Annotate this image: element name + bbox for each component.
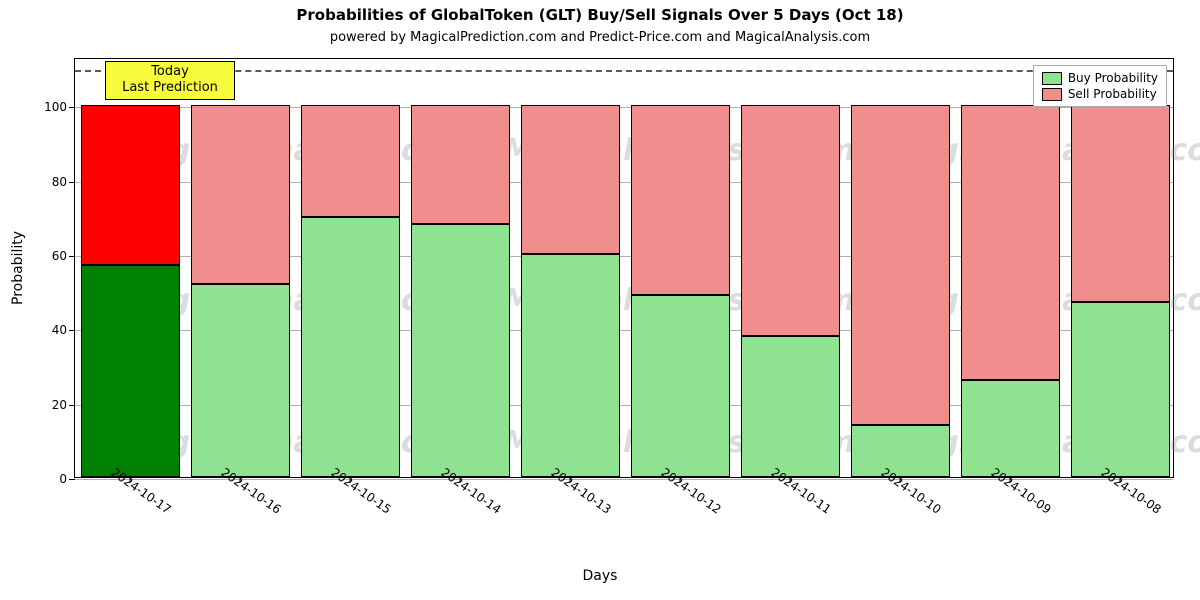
buy-bar [521,254,620,477]
y-axis-label: Probability [10,231,26,305]
buy-bar [191,284,290,477]
buy-bar [81,265,180,477]
bar-group [851,57,950,477]
sell-bar [411,105,510,224]
sell-bar [191,105,290,283]
chart-title: Probabilities of GlobalToken (GLT) Buy/S… [0,6,1200,24]
bar-group [961,57,1060,477]
today-annotation: TodayLast Prediction [105,61,235,100]
ytick-label: 40 [52,323,75,337]
buy-bar [741,336,840,477]
sell-bar [961,105,1060,380]
x-axis-label: Days [0,568,1200,584]
buy-bar [411,224,510,477]
ytick-label: 100 [44,100,75,114]
annotation-line: Last Prediction [114,80,226,96]
bar-group [301,57,400,477]
legend-swatch [1042,88,1062,101]
chart-subtitle: powered by MagicalPrediction.com and Pre… [0,30,1200,45]
legend-swatch [1042,72,1062,85]
ytick-label: 80 [52,175,75,189]
bars-layer [75,59,1173,477]
bar-group [741,57,840,477]
annotation-line: Today [114,64,226,80]
legend: Buy Probability Sell Probability [1033,65,1167,107]
sell-bar [521,105,620,254]
ytick-label: 60 [52,249,75,263]
sell-bar [741,105,840,335]
legend-item: Buy Probability [1042,70,1158,86]
legend-label: Sell Probability [1068,87,1157,101]
sell-bar [1071,105,1170,302]
buy-bar [631,295,730,477]
bar-group [411,57,510,477]
buy-bar [301,217,400,477]
legend-label: Buy Probability [1068,71,1158,85]
buy-bar [1071,302,1170,477]
sell-bar [301,105,400,217]
ytick-label: 20 [52,398,75,412]
sell-bar [631,105,730,295]
sell-bar [851,105,950,425]
plot-area: 020406080100MagicalAnalysis.comMagicalAn… [74,58,1174,478]
bar-group [521,57,620,477]
sell-bar [81,105,180,265]
bar-group [631,57,730,477]
ytick-label: 0 [59,472,75,486]
bar-group [191,57,290,477]
bar-group [1071,57,1170,477]
bar-group [81,57,180,477]
legend-item: Sell Probability [1042,86,1158,102]
chart-container: Probabilities of GlobalToken (GLT) Buy/S… [0,0,1200,600]
